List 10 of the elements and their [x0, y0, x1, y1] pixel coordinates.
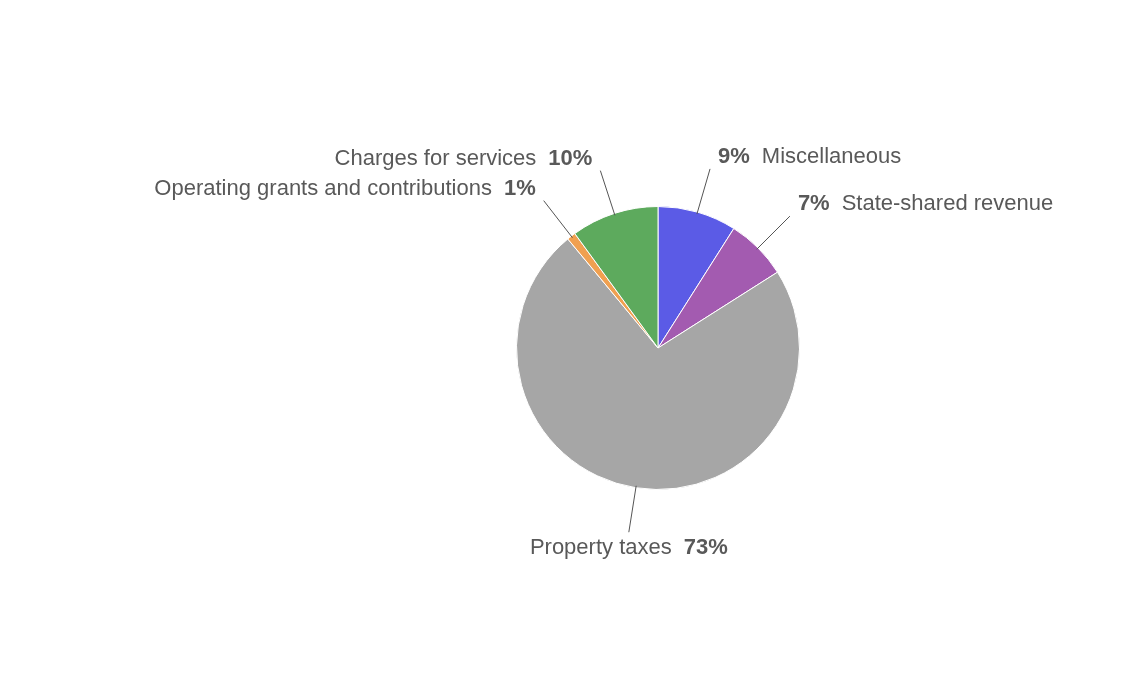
data-label: 73% [683, 534, 728, 560]
data-label: 10% [548, 144, 593, 170]
slice-label: Miscellaneous [761, 142, 902, 168]
slice-label: Property taxes [529, 534, 672, 560]
data-label: 1% [503, 174, 536, 200]
slice-label: Charges for services [334, 144, 537, 170]
slice-label: Operating grants and contributions [154, 174, 492, 200]
data-label: 7% [797, 190, 830, 216]
slice-label: State-shared revenue [841, 190, 1054, 216]
data-label: 9% [718, 142, 750, 168]
